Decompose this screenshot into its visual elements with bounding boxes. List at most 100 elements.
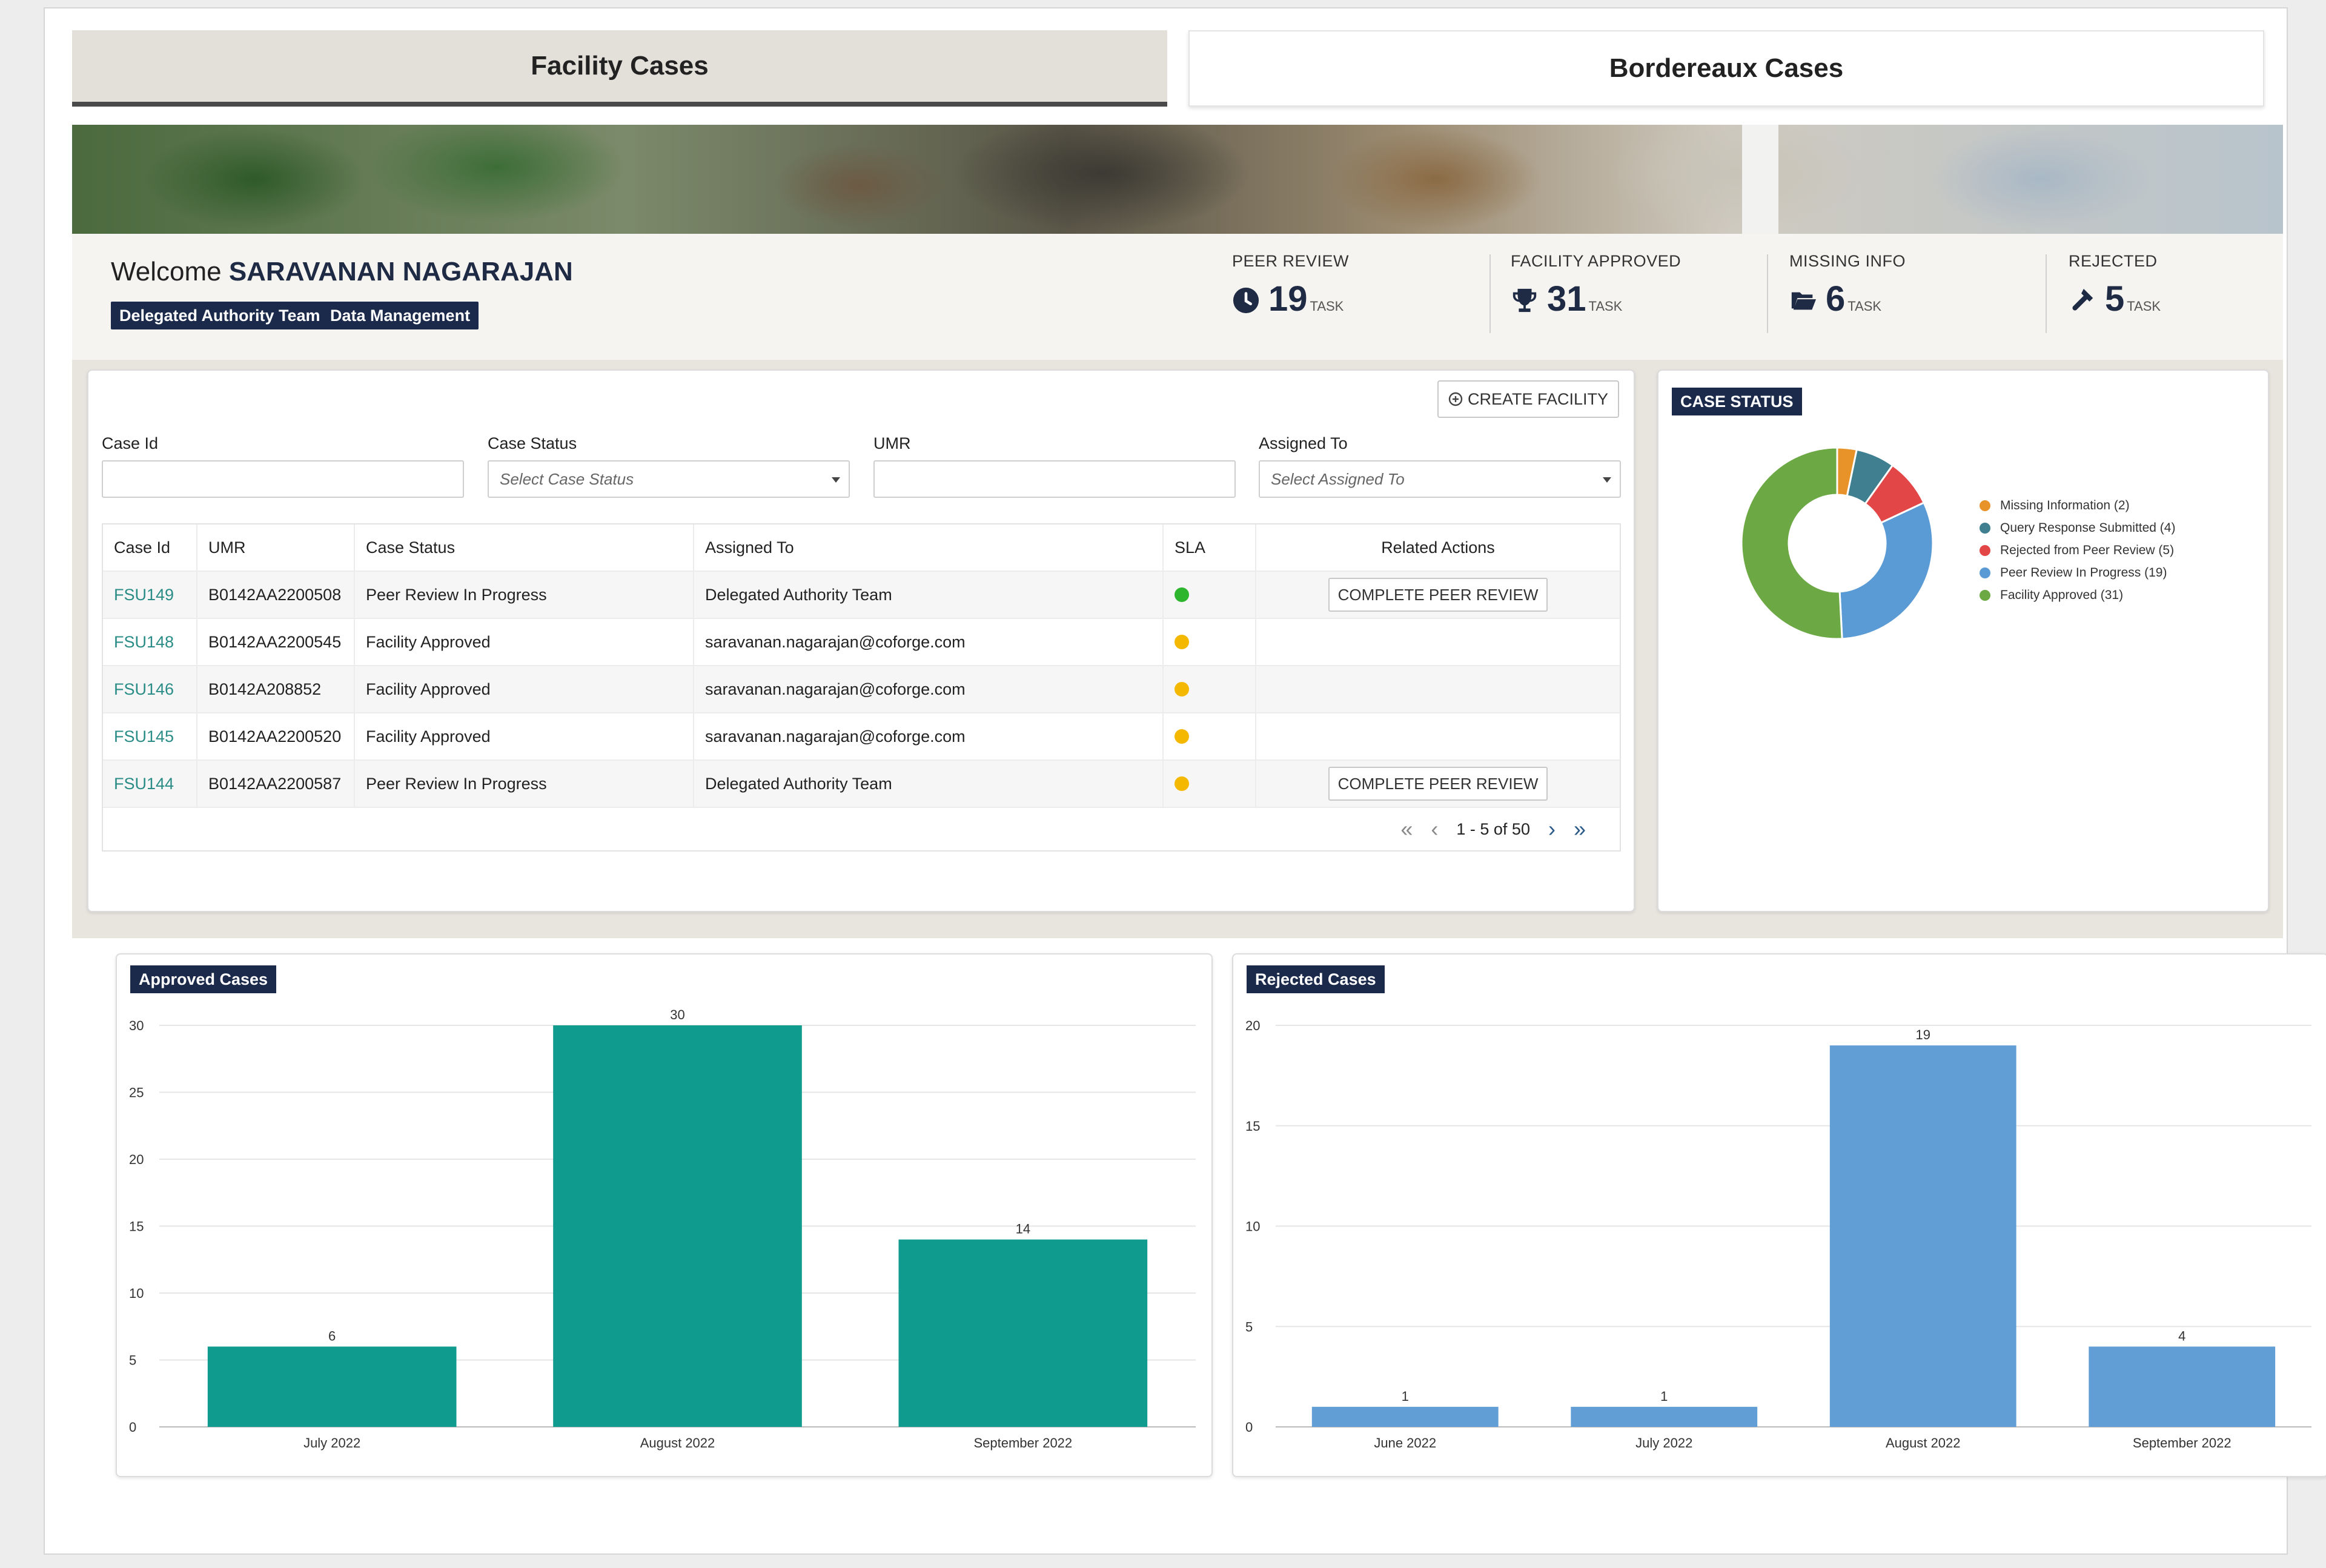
case-status-placeholder: Select Case Status (500, 469, 634, 488)
status-cell: Facility Approved (355, 666, 694, 712)
approved-cases-title: Approved Cases (130, 965, 277, 993)
plus-circle-icon (1448, 392, 1463, 406)
legend-item[interactable]: Query Response Submitted (4) (1980, 517, 2175, 539)
legend-label: Rejected from Peer Review (5) (2000, 543, 2175, 557)
header-case-id[interactable]: Case Id (103, 524, 197, 571)
legend-label: Facility Approved (31) (2000, 587, 2124, 602)
case-id-link[interactable]: FSU145 (103, 713, 197, 759)
y-tick-label: 10 (1245, 1219, 1260, 1234)
donut-legend: Missing Information (2) Query Response Su… (1980, 494, 2175, 606)
sla-status-dot (1175, 776, 1189, 791)
case-status-title: CASE STATUS (1672, 388, 1802, 415)
tab-bordereaux-cases[interactable]: Bordereaux Cases (1188, 30, 2264, 107)
bar-value-label: 1 (1660, 1389, 1668, 1404)
bar[interactable] (1311, 1406, 1499, 1427)
bar[interactable] (1829, 1045, 2016, 1427)
case-id-input[interactable] (102, 460, 464, 498)
bar-value-label: 30 (670, 1007, 684, 1022)
bar-value-label: 6 (328, 1328, 336, 1343)
y-tick-label: 0 (1245, 1420, 1253, 1435)
assigned-cell: saravanan.nagarajan@coforge.com (694, 619, 1164, 665)
complete-peer-review-button[interactable]: COMPLETE PEER REVIEW (1328, 578, 1548, 612)
legend-item[interactable]: Facility Approved (31) (1980, 584, 2175, 606)
legend-item[interactable]: Peer Review In Progress (19) (1980, 561, 2175, 584)
stat-rejected[interactable]: REJECTED 5 TASK (2069, 252, 2161, 337)
stat-unit: TASK (1310, 299, 1344, 314)
case-id-link[interactable]: FSU146 (103, 666, 197, 712)
x-tick-label: July 2022 (1635, 1435, 1692, 1451)
actions-cell: COMPLETE PEER REVIEW (1256, 761, 1620, 807)
table-row: FSU149 B0142AA2200508 Peer Review In Pro… (103, 572, 1620, 619)
create-facility-button[interactable]: CREATE FACILITY (1437, 380, 1619, 418)
header-case-status[interactable]: Case Status (355, 524, 694, 571)
welcome-text: Welcome SARAVANAN NAGARAJAN (111, 257, 573, 287)
status-cell: Peer Review In Progress (355, 761, 694, 807)
bar[interactable] (898, 1239, 1148, 1427)
umr-label: UMR (873, 434, 911, 452)
bar[interactable] (2089, 1346, 2276, 1427)
header-assigned-to[interactable]: Assigned To (694, 524, 1164, 571)
sla-cell (1164, 713, 1256, 759)
bar-value-label: 4 (2178, 1328, 2185, 1343)
legend-color-dot (1980, 544, 1990, 556)
table-row: FSU148 B0142AA2200545 Facility Approved … (103, 619, 1620, 666)
sla-status-dot (1175, 729, 1189, 744)
bar-value-label: 1 (1402, 1389, 1409, 1404)
header-sla[interactable]: SLA (1164, 524, 1256, 571)
actions-cell (1256, 713, 1620, 759)
legend-label: Missing Information (2) (2000, 498, 2130, 512)
sla-status-dot (1175, 682, 1189, 696)
bar[interactable] (553, 1025, 802, 1427)
y-tick-label: 5 (129, 1353, 136, 1368)
welcome-panel: Welcome SARAVANAN NAGARAJAN Delegated Au… (72, 234, 2283, 360)
case-id-link[interactable]: FSU144 (103, 761, 197, 807)
tab-facility-cases[interactable]: Facility Cases (72, 30, 1167, 107)
next-page-icon[interactable]: › (1548, 816, 1556, 841)
table-row: FSU144 B0142AA2200587 Peer Review In Pro… (103, 761, 1620, 808)
assigned-to-select[interactable]: Select Assigned To (1259, 460, 1621, 498)
umr-cell: B0142AA2200520 (197, 713, 355, 759)
stat-peer-review[interactable]: PEER REVIEW 19 TASK (1232, 252, 1349, 337)
stat-missing-info[interactable]: MISSING INFO 6 TASK (1789, 252, 1906, 337)
banner-divider (1742, 125, 1778, 234)
y-tick-label: 10 (129, 1286, 144, 1301)
x-tick-label: August 2022 (640, 1435, 715, 1451)
bar[interactable] (207, 1346, 457, 1427)
last-page-icon[interactable]: » (1573, 816, 1586, 841)
header-umr[interactable]: UMR (197, 524, 355, 571)
actions-cell: COMPLETE PEER REVIEW (1256, 572, 1620, 618)
y-tick-label: 20 (1245, 1018, 1260, 1033)
stat-value: 31 (1547, 279, 1586, 319)
donut-slice[interactable] (1740, 446, 1843, 640)
donut-slice[interactable] (1838, 501, 1934, 640)
rejected-cases-title: Rejected Cases (1247, 965, 1385, 993)
banner-image (72, 125, 2283, 234)
stat-label: FACILITY APPROVED (1511, 252, 1682, 270)
x-tick-label: September 2022 (2133, 1435, 2232, 1451)
assigned-cell: Delegated Authority Team (694, 572, 1164, 618)
case-id-link[interactable]: FSU148 (103, 619, 197, 665)
case-id-link[interactable]: FSU149 (103, 572, 197, 618)
bar[interactable] (1571, 1406, 1758, 1427)
case-id-label: Case Id (102, 434, 159, 452)
legend-item[interactable]: Rejected from Peer Review (5) (1980, 539, 2175, 561)
umr-input[interactable] (873, 460, 1236, 498)
welcome-prefix: Welcome (111, 257, 222, 286)
y-tick-label: 20 (129, 1152, 144, 1167)
trophy-icon (1513, 288, 1537, 313)
table-row: FSU145 B0142AA2200520 Facility Approved … (103, 713, 1620, 761)
approved-cases-chart: 0 5 10 15 20 25 30 6 July 2022 30 August 2022 14 Sep… (129, 1007, 1196, 1451)
stat-facility-approved[interactable]: FACILITY APPROVED 31 TASK (1511, 252, 1681, 337)
stat-divider (1489, 254, 1491, 333)
legend-color-dot (1980, 500, 1990, 511)
case-status-select[interactable]: Select Case Status (488, 460, 850, 498)
complete-peer-review-button[interactable]: COMPLETE PEER REVIEW (1328, 767, 1548, 801)
case-status-label: Case Status (488, 434, 577, 452)
legend-item[interactable]: Missing Information (2) (1980, 494, 2175, 517)
case-status-donut-chart (1740, 446, 1934, 640)
status-cell: Facility Approved (355, 619, 694, 665)
prev-page-icon[interactable]: ‹ (1431, 816, 1439, 841)
rejected-cases-panel: Rejected Cases 0 5 10 15 20 1 June 2022 1 July 2… (1232, 953, 2326, 1477)
first-page-icon[interactable]: « (1400, 816, 1413, 841)
folder-open-icon (1791, 292, 1817, 310)
